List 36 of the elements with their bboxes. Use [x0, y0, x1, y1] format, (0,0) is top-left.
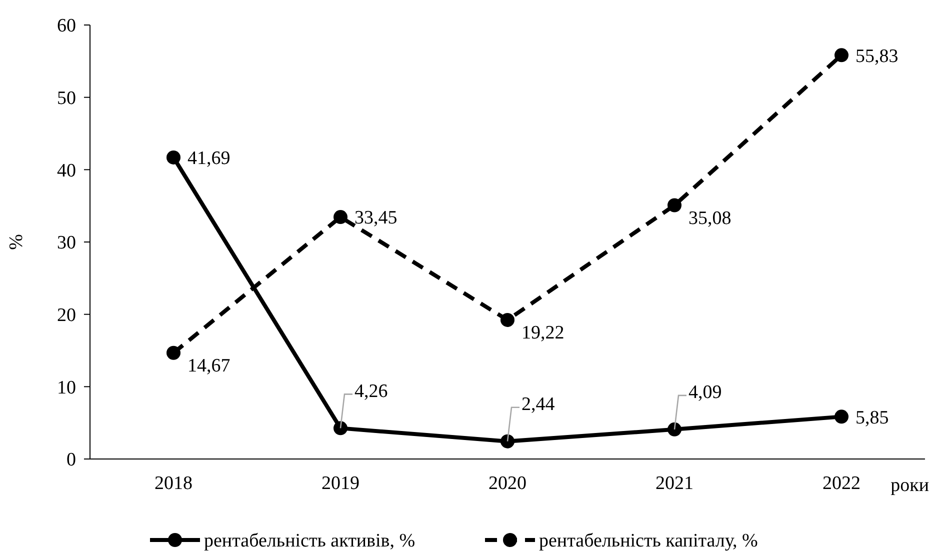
y-tick-label: 20 — [57, 304, 76, 326]
data-label: 33,45 — [354, 208, 398, 229]
x-tick-label: 2020 — [488, 473, 526, 494]
point — [668, 422, 682, 436]
x-tick-label: 2021 — [656, 473, 694, 494]
y-tick-label: 40 — [57, 160, 76, 182]
point — [334, 421, 348, 436]
data-label: 55,83 — [856, 46, 898, 67]
data-label: 19,22 — [522, 322, 564, 344]
data-label: 35,08 — [688, 208, 732, 229]
legend-label: рентабельність капіталу, % — [539, 530, 758, 552]
point — [500, 434, 514, 448]
data-label: 4,09 — [688, 382, 722, 404]
point — [500, 312, 514, 327]
point — [834, 48, 848, 62]
point — [668, 198, 682, 212]
point — [166, 346, 180, 360]
data-label: 14,67 — [188, 356, 230, 377]
y-tick-label: 10 — [57, 377, 76, 398]
data-label: 41,69 — [188, 148, 230, 170]
point — [334, 210, 348, 224]
legend-label: рентабельність активів, % — [204, 530, 416, 552]
data-label: 5,85 — [856, 407, 889, 428]
data-label: 2,44 — [522, 394, 556, 415]
x-tick-label: 2019 — [322, 473, 360, 494]
y-tick-label: 30 — [57, 232, 76, 254]
x-tick-label: 2022 — [822, 473, 860, 494]
y-axis-title: % — [6, 234, 27, 250]
point — [166, 150, 180, 164]
y-tick-label: 50 — [57, 88, 76, 109]
y-tick-label: 0 — [66, 450, 76, 471]
point — [834, 410, 848, 424]
data-label: 4,26 — [354, 380, 388, 402]
x-tick-label: 2018 — [154, 473, 192, 494]
x-axis-title: роки — [890, 475, 929, 496]
y-tick-label: 60 — [57, 16, 76, 37]
